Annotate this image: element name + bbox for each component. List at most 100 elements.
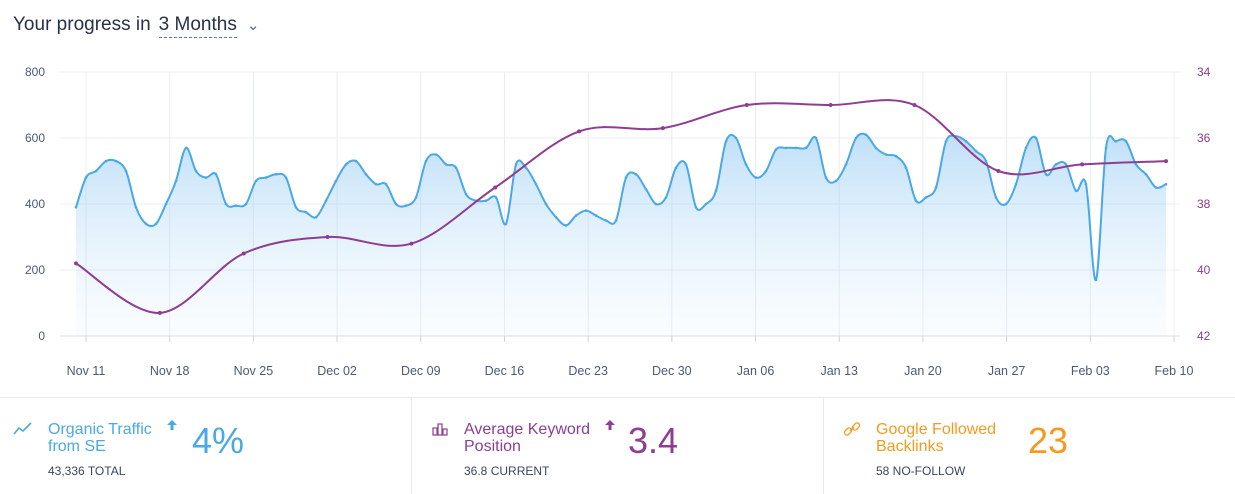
traffic-point[interactable] bbox=[1054, 163, 1058, 166]
stat-keyword-position[interactable]: Average Keyword Position 3.4 36.8 CURREN… bbox=[412, 398, 824, 494]
traffic-point[interactable] bbox=[494, 196, 498, 199]
traffic-point[interactable] bbox=[694, 206, 698, 209]
traffic-point[interactable] bbox=[994, 196, 998, 199]
position-point[interactable] bbox=[912, 103, 917, 107]
traffic-point[interactable] bbox=[554, 215, 558, 219]
traffic-point[interactable] bbox=[284, 176, 288, 179]
traffic-point[interactable] bbox=[244, 202, 248, 206]
traffic-point[interactable] bbox=[624, 176, 628, 179]
traffic-point[interactable] bbox=[924, 196, 928, 199]
traffic-point[interactable] bbox=[914, 199, 918, 202]
traffic-point[interactable] bbox=[574, 214, 578, 217]
traffic-point[interactable] bbox=[1124, 140, 1128, 143]
traffic-point[interactable] bbox=[1094, 278, 1098, 282]
traffic-point[interactable] bbox=[1084, 182, 1088, 186]
traffic-point[interactable] bbox=[294, 206, 298, 209]
traffic-point[interactable] bbox=[674, 166, 678, 169]
traffic-point[interactable] bbox=[794, 146, 798, 150]
stat-backlinks[interactable]: Google Followed Backlinks 23 58 NO-FOLLO… bbox=[824, 398, 1235, 494]
traffic-point[interactable] bbox=[764, 169, 768, 173]
traffic-point[interactable] bbox=[504, 222, 508, 226]
stat-organic-traffic[interactable]: Organic Traffic from SE 4% 43,336 TOTAL bbox=[0, 398, 412, 494]
traffic-point[interactable] bbox=[274, 173, 278, 176]
traffic-point[interactable] bbox=[374, 182, 378, 186]
traffic-point[interactable] bbox=[594, 214, 598, 217]
traffic-point[interactable] bbox=[154, 222, 158, 226]
traffic-point[interactable] bbox=[974, 149, 978, 153]
traffic-point[interactable] bbox=[164, 202, 168, 206]
traffic-point[interactable] bbox=[534, 182, 538, 186]
traffic-point[interactable] bbox=[684, 163, 688, 166]
traffic-point[interactable] bbox=[174, 179, 178, 183]
traffic-point[interactable] bbox=[354, 159, 358, 163]
traffic-point[interactable] bbox=[984, 159, 988, 163]
traffic-point[interactable] bbox=[184, 146, 188, 150]
traffic-point[interactable] bbox=[224, 202, 228, 206]
traffic-point[interactable] bbox=[894, 154, 898, 158]
traffic-point[interactable] bbox=[854, 136, 858, 140]
traffic-point[interactable] bbox=[114, 159, 118, 163]
traffic-point[interactable] bbox=[844, 163, 848, 166]
traffic-point[interactable] bbox=[644, 187, 648, 191]
traffic-point[interactable] bbox=[724, 140, 728, 143]
traffic-point[interactable] bbox=[94, 169, 98, 173]
position-point[interactable] bbox=[409, 241, 414, 246]
traffic-point[interactable] bbox=[704, 202, 708, 206]
traffic-point[interactable] bbox=[104, 159, 108, 163]
traffic-point[interactable] bbox=[1034, 136, 1038, 140]
traffic-point[interactable] bbox=[964, 140, 968, 143]
period-selector[interactable]: 3 Months bbox=[158, 14, 237, 38]
traffic-point[interactable] bbox=[464, 192, 468, 196]
traffic-point[interactable] bbox=[514, 163, 518, 166]
traffic-point[interactable] bbox=[334, 179, 338, 183]
traffic-point[interactable] bbox=[904, 166, 908, 169]
traffic-point[interactable] bbox=[654, 202, 658, 206]
traffic-point[interactable] bbox=[1114, 140, 1118, 143]
traffic-point[interactable] bbox=[1044, 173, 1048, 176]
traffic-point[interactable] bbox=[814, 136, 818, 140]
traffic-point[interactable] bbox=[74, 206, 78, 209]
position-point[interactable] bbox=[1164, 159, 1168, 164]
traffic-point[interactable] bbox=[884, 153, 888, 156]
traffic-point[interactable] bbox=[454, 166, 458, 169]
traffic-point[interactable] bbox=[444, 163, 448, 166]
traffic-point[interactable] bbox=[214, 173, 218, 176]
traffic-point[interactable] bbox=[864, 133, 868, 136]
traffic-point[interactable] bbox=[524, 166, 528, 169]
traffic-point[interactable] bbox=[404, 204, 408, 207]
traffic-point[interactable] bbox=[1064, 163, 1068, 166]
traffic-point[interactable] bbox=[584, 209, 588, 212]
traffic-point[interactable] bbox=[744, 163, 748, 166]
traffic-point[interactable] bbox=[774, 148, 778, 151]
traffic-point[interactable] bbox=[84, 176, 88, 179]
traffic-point[interactable] bbox=[394, 202, 398, 206]
position-point[interactable] bbox=[325, 235, 330, 239]
traffic-point[interactable] bbox=[1134, 163, 1138, 166]
traffic-point[interactable] bbox=[1004, 202, 1008, 206]
position-point[interactable] bbox=[1080, 162, 1085, 167]
traffic-point[interactable] bbox=[1074, 189, 1078, 193]
position-point[interactable] bbox=[74, 261, 78, 266]
traffic-point[interactable] bbox=[784, 146, 788, 150]
position-point[interactable] bbox=[157, 310, 162, 315]
traffic-point[interactable] bbox=[304, 210, 308, 214]
traffic-point[interactable] bbox=[1154, 186, 1158, 189]
position-point[interactable] bbox=[577, 129, 582, 134]
position-point[interactable] bbox=[493, 185, 498, 190]
traffic-point[interactable] bbox=[714, 189, 718, 193]
traffic-point[interactable] bbox=[824, 176, 828, 179]
traffic-point[interactable] bbox=[634, 173, 638, 176]
traffic-point[interactable] bbox=[144, 222, 148, 226]
traffic-point[interactable] bbox=[664, 196, 668, 199]
traffic-point[interactable] bbox=[254, 179, 258, 183]
traffic-point[interactable] bbox=[134, 206, 138, 209]
traffic-point[interactable] bbox=[314, 215, 318, 219]
traffic-point[interactable] bbox=[754, 176, 758, 179]
traffic-point[interactable] bbox=[604, 219, 608, 222]
traffic-point[interactable] bbox=[364, 173, 368, 176]
traffic-point[interactable] bbox=[204, 176, 208, 179]
chevron-down-icon[interactable]: ⌄ bbox=[246, 17, 260, 34]
traffic-point[interactable] bbox=[1024, 146, 1028, 150]
traffic-point[interactable] bbox=[734, 136, 738, 140]
traffic-point[interactable] bbox=[264, 176, 268, 179]
